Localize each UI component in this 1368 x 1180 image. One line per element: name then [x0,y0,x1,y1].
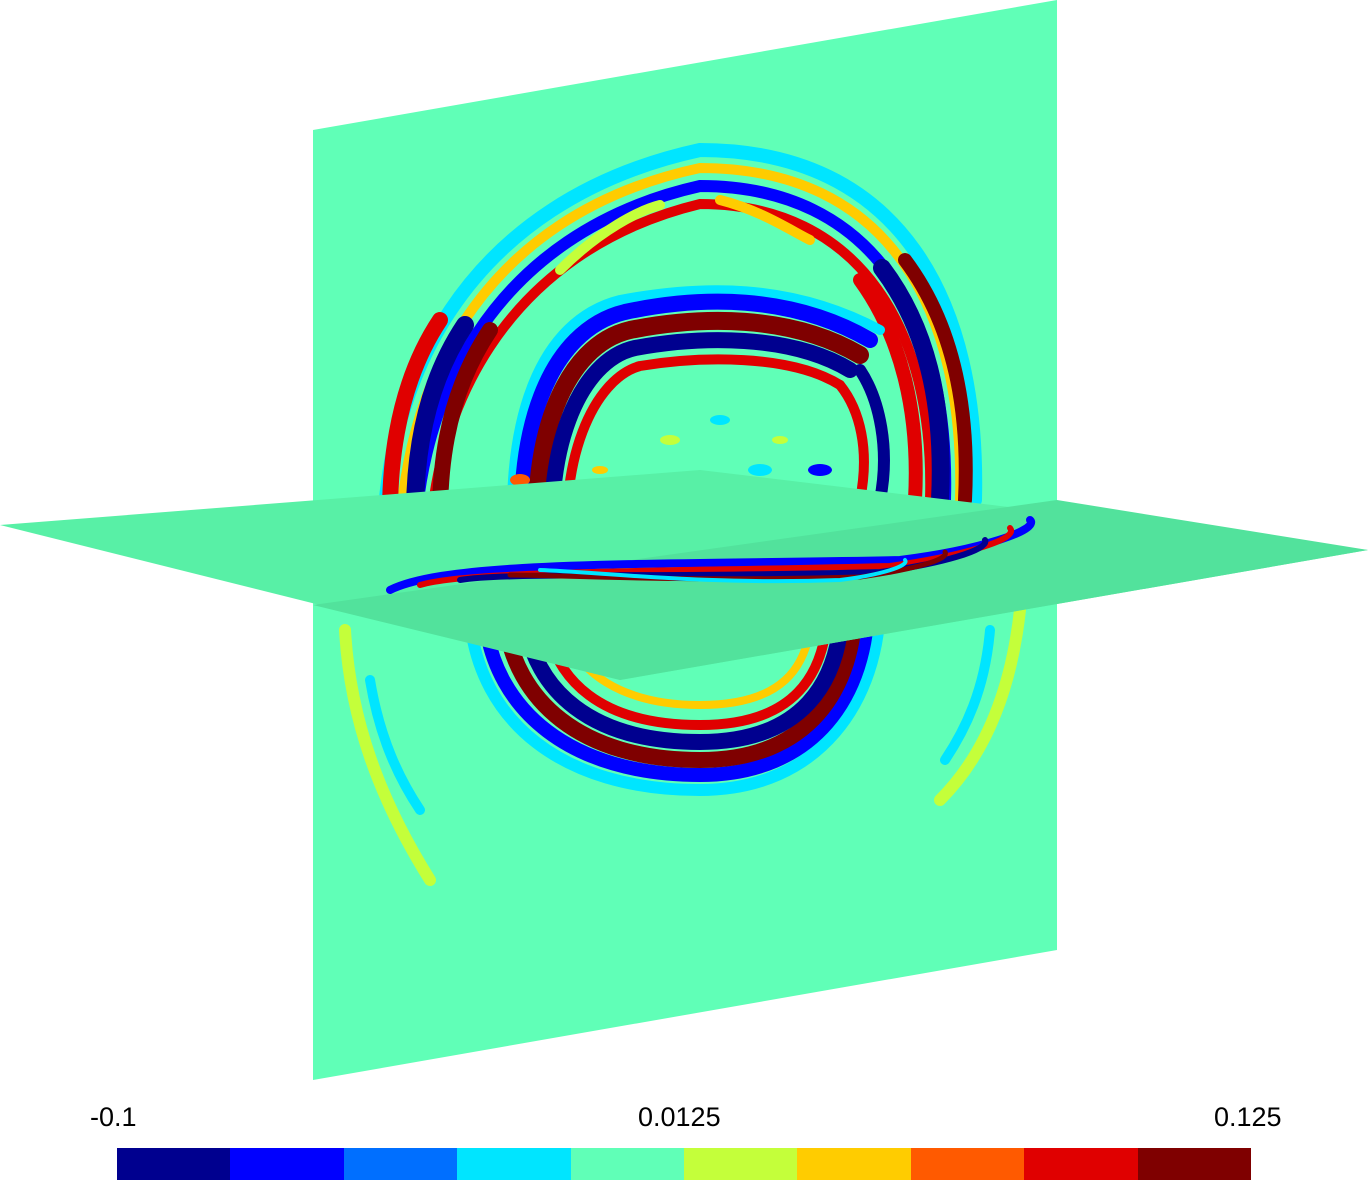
upper-wavefront-pattern [376,142,983,599]
colorbar [117,1148,1252,1180]
colorbar-swatch [457,1148,571,1180]
colorbar-swatch [1137,1148,1252,1180]
colorbar-max-label: 0.125 [1214,1102,1282,1132]
wavefield-slices-3d [0,0,1368,1080]
colorbar-swatch [684,1148,798,1180]
horizontal-slice-shaded-part [313,500,1368,680]
colorbar-mid-label: 0.0125 [638,1102,721,1132]
colorbar-swatch [797,1148,911,1180]
colorbar-swatch [343,1148,458,1180]
colorbar-swatch [117,1148,231,1180]
colorbar-min-label: -0.1 [90,1102,137,1132]
colorbar-swatch [910,1148,1025,1180]
colorbar-swatch [230,1148,344,1180]
horizontal-wavefront-pattern [386,516,1036,594]
colorbar-swatch [570,1148,685,1180]
colorbar-swatch [1024,1148,1138,1180]
